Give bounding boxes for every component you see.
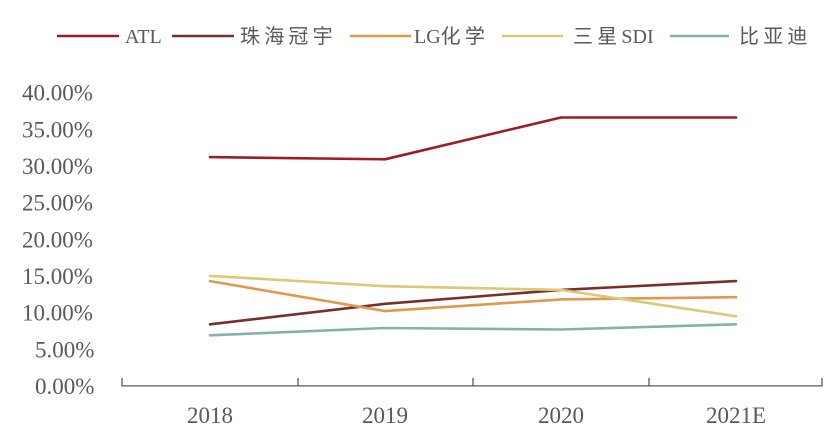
svg-text:30.00%: 30.00%	[22, 154, 93, 179]
svg-text:15.00%: 15.00%	[22, 264, 93, 289]
svg-text:2019: 2019	[362, 403, 408, 428]
svg-text:35.00%: 35.00%	[22, 117, 93, 142]
svg-text:20.00%: 20.00%	[22, 227, 93, 252]
svg-text:2018: 2018	[187, 403, 233, 428]
svg-text:LG化学: LG化学	[414, 25, 489, 48]
svg-text:2021E: 2021E	[706, 403, 766, 428]
svg-text:三星SDI: 三星SDI	[573, 26, 654, 48]
svg-text:2020: 2020	[538, 403, 584, 428]
svg-text:25.00%: 25.00%	[22, 191, 93, 216]
svg-text:5.00%: 5.00%	[35, 337, 94, 362]
svg-text:40.00%: 40.00%	[22, 81, 93, 106]
svg-text:ATL: ATL	[125, 26, 162, 48]
svg-text:0.00%: 0.00%	[35, 374, 94, 399]
svg-text:比亚迪: 比亚迪	[739, 25, 812, 48]
svg-text:10.00%: 10.00%	[22, 301, 93, 326]
svg-text:珠海冠宇: 珠海冠宇	[240, 25, 337, 48]
